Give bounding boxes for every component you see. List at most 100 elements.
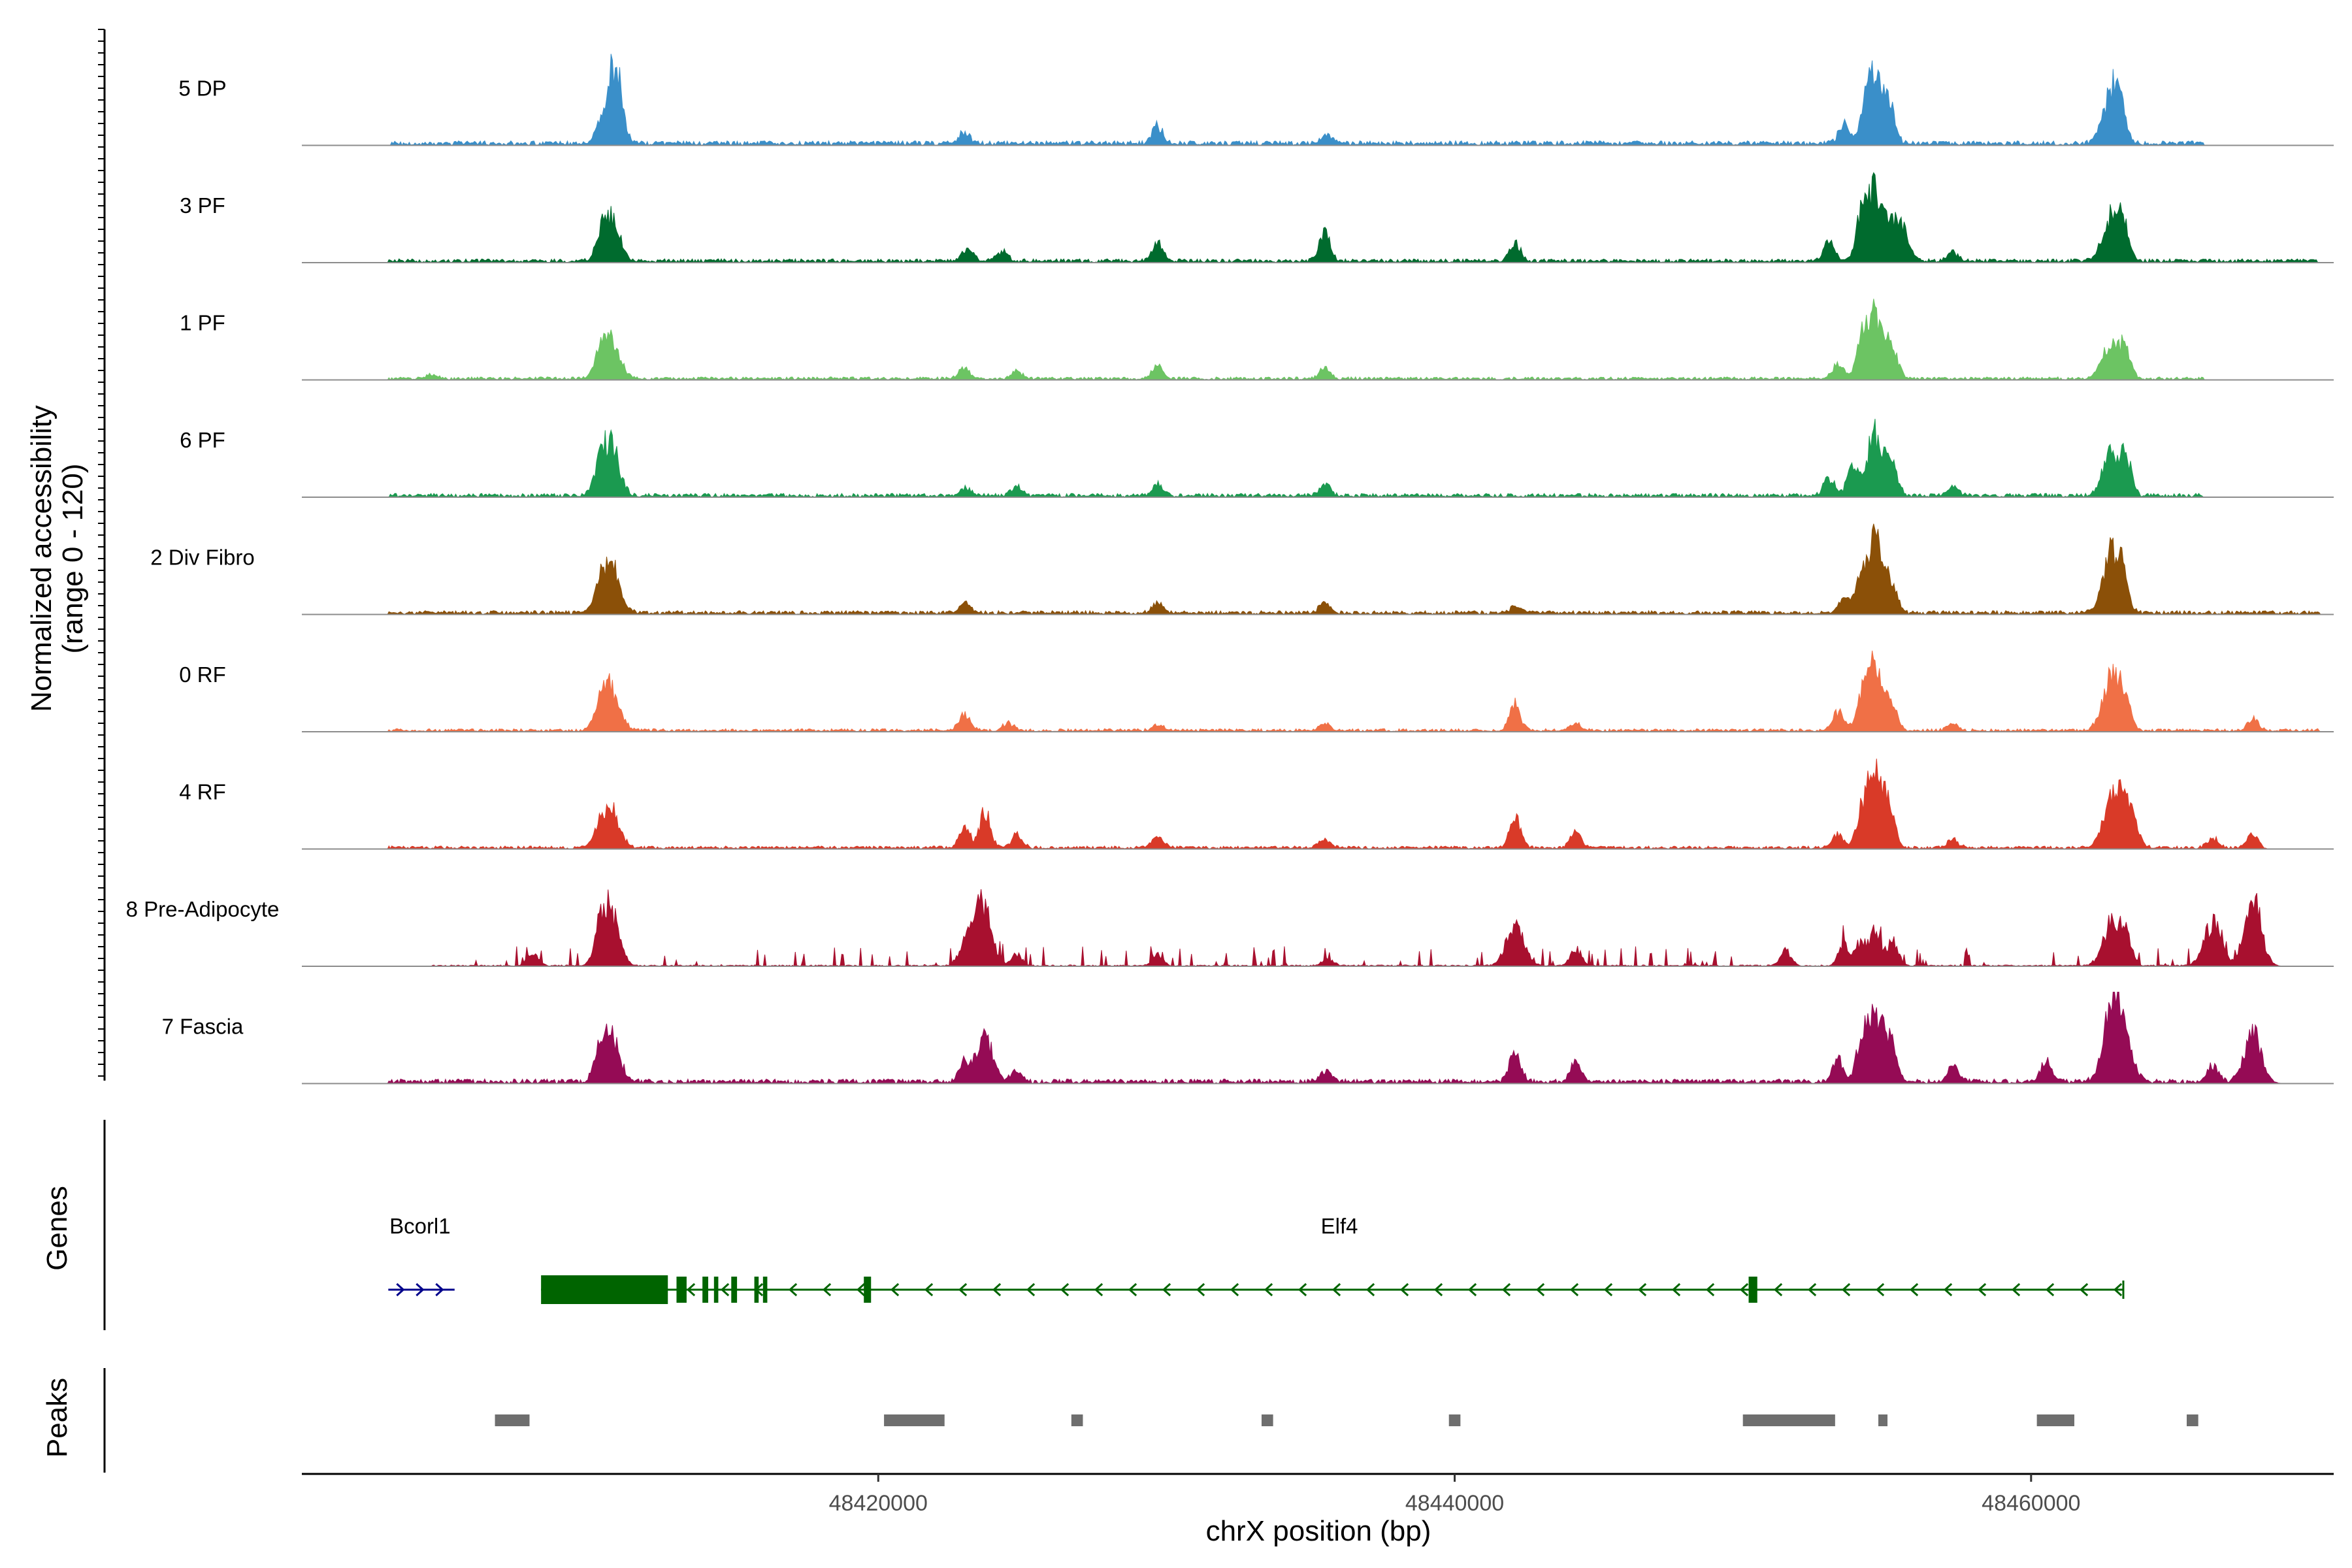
track-coverage-area (302, 172, 2334, 264)
track-label: 1 PF (180, 311, 225, 335)
strand-arrow (856, 1282, 866, 1297)
track-coverage-area (302, 523, 2334, 615)
x-tick-label: 48420000 (829, 1491, 928, 1516)
gene-elf4: Elf4 (541, 1214, 2125, 1304)
strand-arrow (1230, 1282, 1239, 1297)
track-label: 7 Fascia (162, 1015, 244, 1039)
track-4-rf: 4 RF (179, 759, 2334, 850)
genes-panel-title: Genes (41, 1186, 73, 1271)
track-8-pre-adipocyte: 8 Pre-Adipocyte (126, 889, 2334, 967)
track-label: 3 PF (180, 193, 225, 218)
track-label: 5 DP (178, 76, 226, 101)
strand-arrow (1841, 1282, 1851, 1297)
track-7-fascia: 7 Fascia (162, 992, 2334, 1085)
peak-region (1878, 1414, 1888, 1426)
strand-arrow (1875, 1282, 1885, 1297)
gene-exon (676, 1277, 687, 1303)
track-label: 6 PF (180, 428, 225, 452)
track-6-pf: 6 PF (180, 419, 2334, 498)
strand-arrow (1433, 1282, 1443, 1297)
peak-region (884, 1414, 945, 1426)
strand-arrow (1467, 1282, 1477, 1297)
strand-arrow (1331, 1282, 1341, 1297)
gene-exon (713, 1277, 719, 1303)
strand-arrow (822, 1282, 832, 1297)
x-axis: 48420000 48440000 48460000 (98, 29, 2334, 1516)
x-tick-label: 48440000 (1405, 1491, 1504, 1516)
strand-arrow (1977, 1282, 1987, 1297)
strand-arrow (2113, 1282, 2123, 1297)
strand-arrow (686, 1282, 696, 1297)
x-tick-label: 48460000 (1982, 1491, 2080, 1516)
strand-arrow (1807, 1282, 1817, 1297)
strand-arrow (1026, 1282, 1036, 1297)
track-3-pf: 3 PF (180, 172, 2334, 264)
track-5-dp: 5 DP (178, 54, 2334, 147)
strand-arrow (1637, 1282, 1647, 1297)
track-1-pf: 1 PF (180, 299, 2334, 381)
strand-arrow (2079, 1282, 2089, 1297)
gene-exon (762, 1277, 768, 1303)
track-coverage-area (302, 299, 2334, 381)
track-label: 0 RF (179, 662, 226, 687)
strand-arrow (1501, 1282, 1511, 1297)
gene-exon (1748, 1277, 1757, 1303)
strand-arrow (2045, 1282, 2055, 1297)
strand-arrow (1298, 1282, 1307, 1297)
gene-label: Bcorl1 (389, 1214, 451, 1238)
track-0-rf: 0 RF (179, 650, 2334, 732)
gene-bcorl1: Bcorl1 (388, 1214, 455, 1297)
gene-exon (754, 1277, 759, 1303)
strand-arrow (1569, 1282, 1579, 1297)
strand-arrow (720, 1282, 730, 1297)
strand-arrow (396, 1282, 405, 1297)
track-coverage-area (302, 650, 2334, 732)
peak-region (1261, 1414, 1273, 1426)
strand-arrow (416, 1282, 425, 1297)
strand-arrow (1671, 1282, 1681, 1297)
strand-arrow (435, 1282, 444, 1297)
strand-arrow (924, 1282, 934, 1297)
strand-arrow (958, 1282, 968, 1297)
coverage-tracks: 5 DP 3 PF 1 PF 6 PF 2 Div Fibro 0 RF 4 RF 8 Pre… (126, 54, 2334, 1085)
strand-arrow (1399, 1282, 1409, 1297)
gene-annotation-panel: Bcorl1 Elf4 (103, 1120, 2125, 1330)
track-2-div-fibro: 2 Div Fibro (150, 523, 2334, 615)
peak-region (1742, 1414, 1835, 1426)
strand-arrow (1264, 1282, 1273, 1297)
gene-exon (702, 1277, 708, 1303)
strand-arrow (788, 1282, 798, 1297)
strand-arrow (1739, 1282, 1749, 1297)
strand-arrow (1535, 1282, 1545, 1297)
track-label: 8 Pre-Adipocyte (126, 897, 280, 921)
peaks-panel-title: Peaks (41, 1378, 73, 1458)
x-axis-title: chrX position (bp) (1206, 1515, 1431, 1547)
strand-arrow (1909, 1282, 1919, 1297)
peak-region (1071, 1414, 1083, 1426)
strand-arrow (1094, 1282, 1103, 1297)
strand-arrow (1060, 1282, 1070, 1297)
strand-arrow (2011, 1282, 2021, 1297)
track-coverage-area (302, 54, 2334, 147)
track-coverage-area (302, 992, 2334, 1085)
strand-arrow (1773, 1282, 1783, 1297)
peak-annotation-panel (103, 1368, 2198, 1473)
strand-arrow (1128, 1282, 1137, 1297)
strand-arrow (992, 1282, 1002, 1297)
strand-arrow (1196, 1282, 1205, 1297)
peak-region (2187, 1414, 2198, 1426)
peak-region (495, 1414, 530, 1426)
strand-arrow (1705, 1282, 1715, 1297)
strand-arrow (890, 1282, 900, 1297)
peak-region (2036, 1414, 2074, 1426)
y-axis-title-line1: Normalized accessibility (25, 405, 57, 711)
track-label: 2 Div Fibro (150, 546, 255, 570)
gene-exon (864, 1277, 872, 1303)
y-axis-title-line2: (range 0 - 120) (57, 463, 89, 653)
track-coverage-area (302, 759, 2334, 850)
strand-arrow (1365, 1282, 1375, 1297)
gene-exon (731, 1277, 738, 1303)
strand-arrow (1943, 1282, 1953, 1297)
track-coverage-area (302, 889, 2334, 967)
